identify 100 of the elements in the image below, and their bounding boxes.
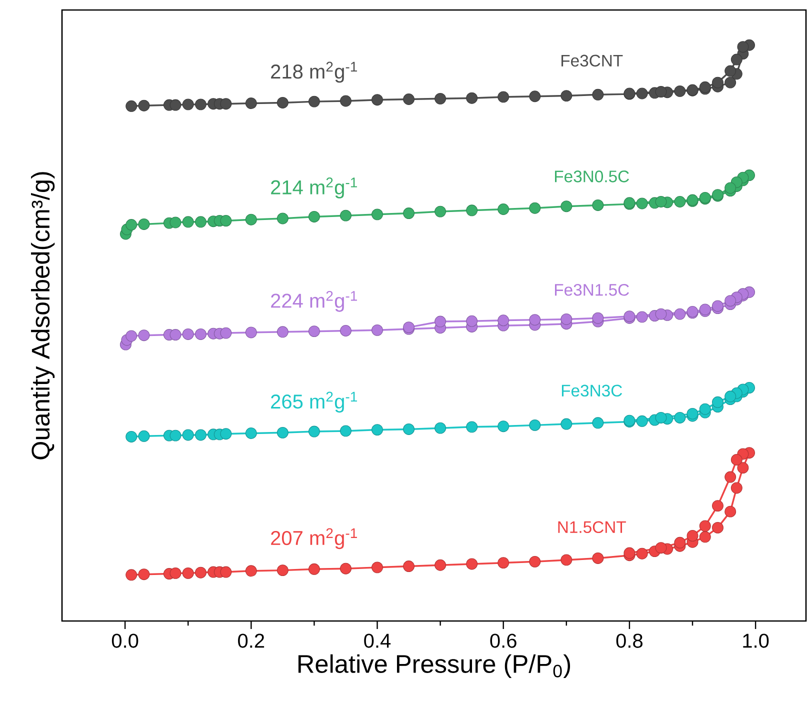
point (434, 316, 446, 328)
point (712, 500, 724, 512)
point (498, 314, 510, 326)
point (276, 212, 288, 224)
point (245, 428, 257, 439)
point (372, 562, 383, 574)
point (466, 421, 478, 433)
x-tick-label: 0.6 (490, 634, 516, 648)
point (372, 424, 383, 436)
point (308, 326, 320, 338)
point (560, 314, 572, 325)
point (466, 558, 478, 570)
point (220, 327, 232, 339)
point (737, 41, 749, 53)
point (636, 415, 648, 427)
point (182, 328, 194, 340)
point (403, 560, 415, 572)
point (276, 564, 288, 576)
point (724, 506, 736, 518)
point (737, 462, 749, 474)
point (182, 216, 194, 228)
point (592, 199, 604, 211)
point (674, 412, 686, 424)
point (434, 559, 446, 571)
point (674, 308, 686, 320)
point (170, 567, 182, 579)
point (138, 218, 150, 230)
point (276, 326, 288, 338)
x-tick-label: 0.2 (238, 634, 264, 648)
point (592, 88, 604, 100)
point (592, 552, 604, 564)
point (245, 214, 257, 226)
point (126, 430, 138, 442)
point (724, 65, 736, 77)
point (340, 210, 352, 222)
point (724, 295, 736, 307)
point (126, 330, 138, 342)
point (560, 554, 572, 566)
point (529, 314, 541, 326)
point (276, 426, 288, 438)
point (466, 204, 478, 216)
point (466, 315, 478, 327)
point (245, 326, 257, 338)
point (403, 423, 415, 435)
point (730, 54, 742, 66)
point (674, 85, 686, 97)
point (724, 182, 736, 194)
point (308, 426, 320, 438)
point (434, 422, 446, 434)
point (170, 216, 182, 228)
point (340, 325, 352, 336)
point (655, 412, 667, 424)
point (529, 556, 541, 568)
annotation: 218 m$^{2}$g$^{-1}$ (271, 62, 357, 83)
point (340, 562, 352, 574)
x-tick-label: 0.8 (616, 634, 642, 648)
annotation: 224 m$^{2}$g$^{-1}$ (271, 290, 357, 312)
point (560, 200, 572, 212)
point (712, 522, 724, 534)
point (636, 311, 648, 323)
point (138, 430, 150, 442)
point (194, 566, 206, 578)
point (372, 94, 383, 106)
point (434, 206, 446, 218)
point (636, 198, 648, 210)
point (529, 419, 541, 431)
annotation: 207 m$^{2}$g$^{-1}$ (271, 528, 357, 550)
point (182, 429, 194, 441)
point (686, 530, 698, 542)
point (686, 408, 698, 420)
point (466, 92, 478, 104)
point (170, 99, 182, 111)
annotation: Fe3N1.5C (555, 284, 629, 296)
point (498, 91, 510, 103)
point (308, 210, 320, 222)
point (220, 98, 232, 110)
point (220, 215, 232, 226)
point (372, 208, 383, 220)
point (624, 547, 636, 559)
point (126, 569, 138, 581)
point (712, 396, 724, 408)
point (724, 471, 736, 483)
annotation: Fe3CNT (562, 54, 623, 67)
point (699, 531, 711, 543)
point (498, 204, 510, 215)
point (724, 76, 736, 88)
point (592, 312, 604, 324)
point (194, 429, 206, 441)
point (655, 86, 667, 98)
annotation: 214 m$^{2}$g$^{-1}$ (271, 178, 357, 198)
point (529, 202, 541, 214)
point (674, 536, 686, 548)
point (340, 95, 352, 107)
point (498, 420, 510, 432)
point (170, 329, 182, 341)
point (220, 428, 232, 440)
point (308, 563, 320, 575)
point (712, 300, 724, 312)
point (636, 548, 648, 560)
point (560, 90, 572, 102)
